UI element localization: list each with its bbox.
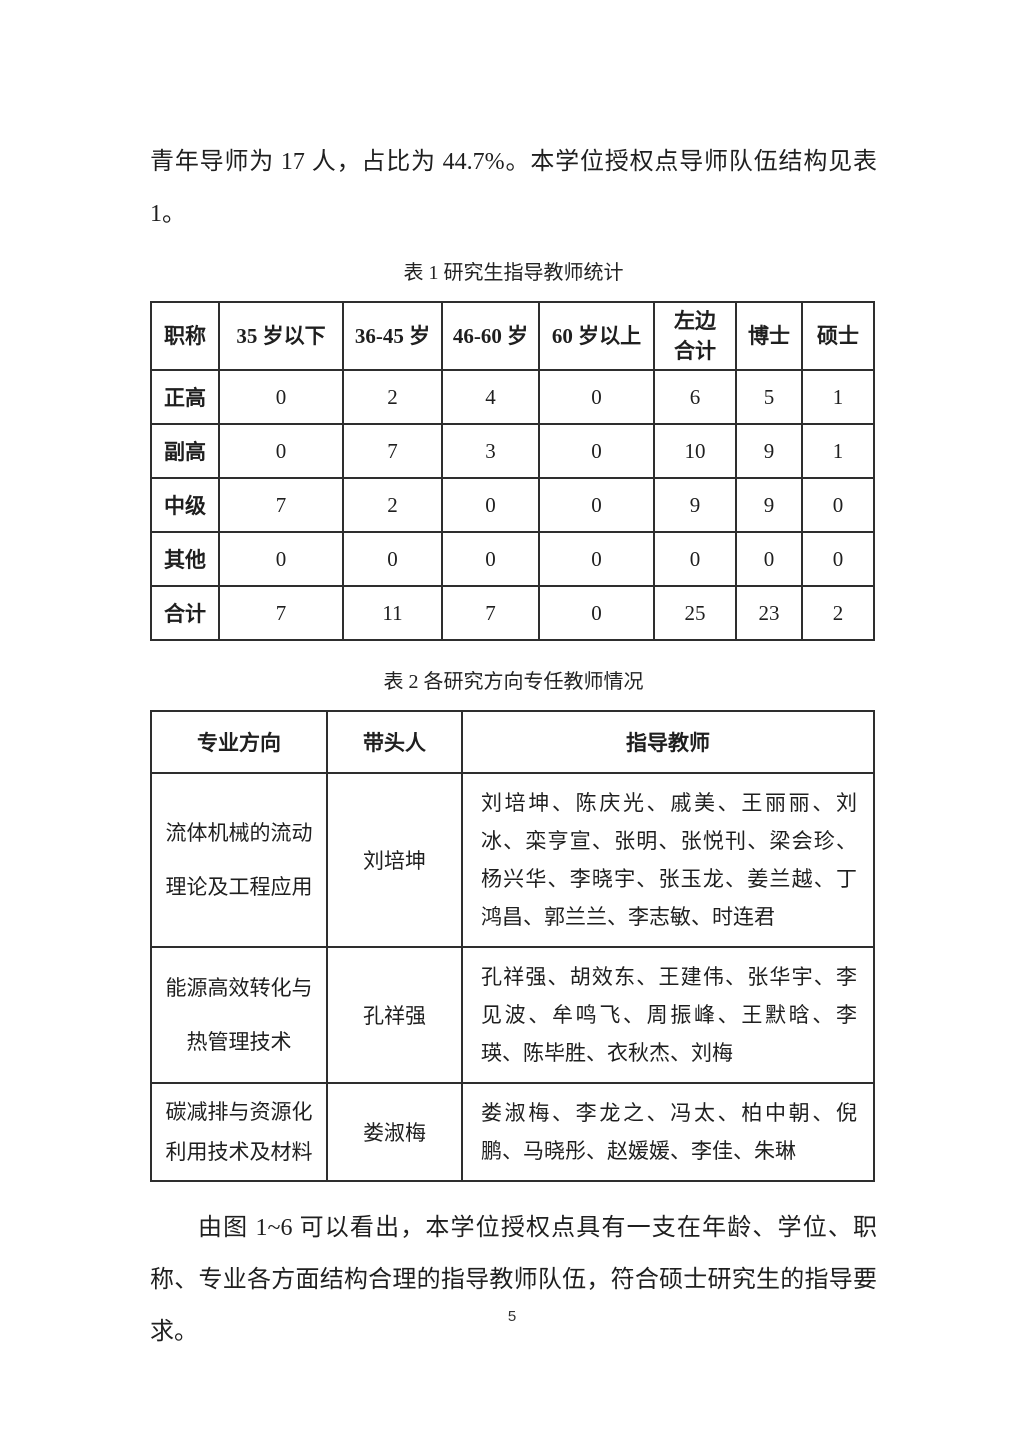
table1-cell: 1 [801, 369, 875, 425]
table1-header-under35: 35 岁以下 [218, 301, 344, 371]
table1-header-36-45: 36-45 岁 [342, 301, 443, 371]
table1-row-fugao: 副高 0 7 3 0 10 9 1 [150, 423, 875, 479]
table2-direction-cell: 能源高效转化与热管理技术 [150, 946, 328, 1084]
paragraph-top: 青年导师为 17 人，占比为 44.7%。本学位授权点导师队伍结构见表 1。 [150, 136, 877, 240]
table1-cell: 11 [342, 585, 443, 641]
table1-cell: 0 [441, 477, 540, 533]
table1-cell: 9 [653, 477, 737, 533]
paragraph-top-line-2: 1。 [150, 201, 186, 227]
table1-cell: 0 [653, 531, 737, 587]
page-number: 5 [507, 1308, 517, 1325]
table1-caption: 表 1 研究生指导教师统计 [403, 262, 624, 284]
table2-header-teachers: 指导教师 [461, 710, 875, 774]
table1-cell: 0 [538, 477, 655, 533]
page-content: 青年导师为 17 人，占比为 44.7%。本学位授权点导师队伍结构见表 1。 表… [150, 136, 877, 1358]
table1-cell: 0 [342, 531, 443, 587]
table1-cell: 0 [735, 531, 803, 587]
table1-header-master: 硕士 [801, 301, 875, 371]
table1-row-label: 其他 [150, 531, 220, 587]
table1-cell: 0 [218, 369, 344, 425]
table1-cell: 6 [653, 369, 737, 425]
table1-cell: 23 [735, 585, 803, 641]
table1-cell: 1 [801, 423, 875, 479]
table2-leader-cell: 娄淑梅 [326, 1082, 463, 1182]
table1-cell: 3 [441, 423, 540, 479]
table1-cell: 0 [218, 531, 344, 587]
table1-cell: 0 [441, 531, 540, 587]
table1-teacher-statistics: 职称 35 岁以下 36-45 岁 46-60 岁 60 岁以上 左边合计 博士… [150, 301, 875, 641]
table1-cell: 2 [342, 369, 443, 425]
table1-cell: 0 [538, 531, 655, 587]
table1-cell: 7 [441, 585, 540, 641]
table1-cell: 0 [218, 423, 344, 479]
table2-direction-cell: 流体机械的流动理论及工程应用 [150, 772, 328, 948]
table1-cell: 0 [538, 369, 655, 425]
paragraph-bottom: 由图 1~6 可以看出，本学位授权点具有一支在年龄、学位、职 称、专业各方面结构… [150, 1202, 877, 1358]
table1-cell: 7 [342, 423, 443, 479]
table1-cell: 4 [441, 369, 540, 425]
table1-row-zhongji: 中级 7 2 0 0 9 9 0 [150, 477, 875, 533]
table1-cell: 0 [538, 585, 655, 641]
table1-cell: 7 [218, 477, 344, 533]
table1-cell: 9 [735, 423, 803, 479]
table2-header-direction: 专业方向 [150, 710, 328, 774]
table2-research-directions: 专业方向 带头人 指导教师 流体机械的流动理论及工程应用 刘培坤 刘培坤、陈庆光… [150, 710, 875, 1182]
table2-teachers-cell: 刘培坤、陈庆光、戚美、王丽丽、刘冰、栾亨宣、张明、张悦刊、梁会珍、杨兴华、李晓宇… [461, 772, 875, 948]
table1-row-label: 副高 [150, 423, 220, 479]
table1-cell: 5 [735, 369, 803, 425]
table1-cell: 9 [735, 477, 803, 533]
table1-cell: 2 [342, 477, 443, 533]
table1-cell: 10 [653, 423, 737, 479]
table1-header-doctor: 博士 [735, 301, 803, 371]
table1-row-label: 中级 [150, 477, 220, 533]
table2-leader-cell: 刘培坤 [326, 772, 463, 948]
paragraph-bottom-line-1: 由图 1~6 可以看出，本学位授权点具有一支在年龄、学位、职 [198, 1215, 877, 1241]
table2-caption: 表 2 各研究方向专任教师情况 [383, 671, 644, 693]
table1-header-left-total-text: 左边合计 [674, 309, 716, 363]
table2-row-energy-conversion: 能源高效转化与热管理技术 孔祥强 孔祥强、胡效东、王建伟、张华宇、李见波、牟鸣飞… [150, 946, 875, 1084]
table1-cell: 7 [218, 585, 344, 641]
table2-leader-cell: 孔祥强 [326, 946, 463, 1084]
paragraph-bottom-line-3: 求。 [150, 1319, 198, 1345]
table2-header-row: 专业方向 带头人 指导教师 [150, 710, 875, 774]
table2-direction-cell: 碳减排与资源化利用技术及材料 [150, 1082, 328, 1182]
table1-row-heji: 合计 7 11 7 0 25 23 2 [150, 585, 875, 641]
table1-header-title: 职称 [150, 301, 220, 371]
table2-teachers-cell: 娄淑梅、李龙之、冯太、柏中朝、倪鹏、马晓彤、赵媛媛、李佳、朱琳 [461, 1082, 875, 1182]
table1-header-left-total: 左边合计 [653, 301, 737, 371]
table2-row-carbon-reduction: 碳减排与资源化利用技术及材料 娄淑梅 娄淑梅、李龙之、冯太、柏中朝、倪鹏、马晓彤… [150, 1082, 875, 1182]
paragraph-bottom-line-2: 称、专业各方面结构合理的指导教师队伍，符合硕士研究生的指导要 [150, 1267, 877, 1293]
table1-cell: 0 [801, 531, 875, 587]
table1-cell: 25 [653, 585, 737, 641]
table1-row-zhenggao: 正高 0 2 4 0 6 5 1 [150, 369, 875, 425]
table1-header-over60: 60 岁以上 [538, 301, 655, 371]
table1-row-label: 正高 [150, 369, 220, 425]
table2-teachers-cell: 孔祥强、胡效东、王建伟、张华宇、李见波、牟鸣飞、周振峰、王默晗、李瑛、陈毕胜、衣… [461, 946, 875, 1084]
table1-cell: 0 [801, 477, 875, 533]
table1-row-label: 合计 [150, 585, 220, 641]
table1-cell: 0 [538, 423, 655, 479]
table1-header-row: 职称 35 岁以下 36-45 岁 46-60 岁 60 岁以上 左边合计 博士… [150, 301, 875, 371]
table1-cell: 2 [801, 585, 875, 641]
table1-header-46-60: 46-60 岁 [441, 301, 540, 371]
table2-header-leader: 带头人 [326, 710, 463, 774]
paragraph-top-line-1: 青年导师为 17 人，占比为 44.7%。本学位授权点导师队伍结构见表 [150, 149, 877, 175]
table1-row-qita: 其他 0 0 0 0 0 0 0 [150, 531, 875, 587]
table2-row-fluid-machinery: 流体机械的流动理论及工程应用 刘培坤 刘培坤、陈庆光、戚美、王丽丽、刘冰、栾亨宣… [150, 772, 875, 948]
